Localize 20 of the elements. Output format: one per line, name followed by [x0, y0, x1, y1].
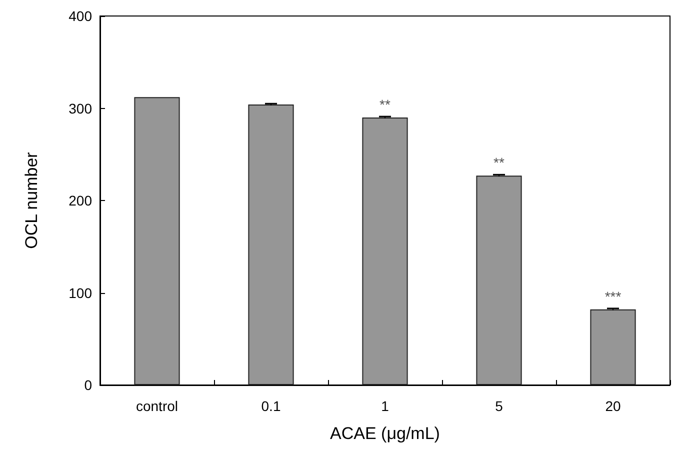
y-tick-label: 100: [68, 284, 92, 301]
y-tick-label: 300: [68, 100, 92, 116]
y-tick-label: 200: [68, 192, 92, 208]
y-tick-label: 400: [68, 8, 92, 24]
bar: [248, 104, 294, 385]
y-axis-title: OCL number: [22, 152, 41, 249]
x-tick-label: 0.1: [261, 398, 281, 414]
y-tick-label: 0: [84, 377, 92, 393]
x-tick-label: 20: [605, 398, 621, 414]
annotation: **: [494, 154, 505, 171]
annotation: **: [380, 96, 391, 112]
bar: [362, 117, 408, 385]
annotation: ***: [604, 288, 622, 304]
x-tick-label: 5: [495, 398, 504, 414]
x-tick-label: control: [136, 398, 178, 414]
x-axis-title: ACAE (μg/mL): [330, 424, 440, 443]
bar: [476, 176, 522, 385]
x-tick-label: 1: [381, 398, 390, 414]
bar: [134, 97, 180, 385]
bar: [590, 309, 636, 385]
